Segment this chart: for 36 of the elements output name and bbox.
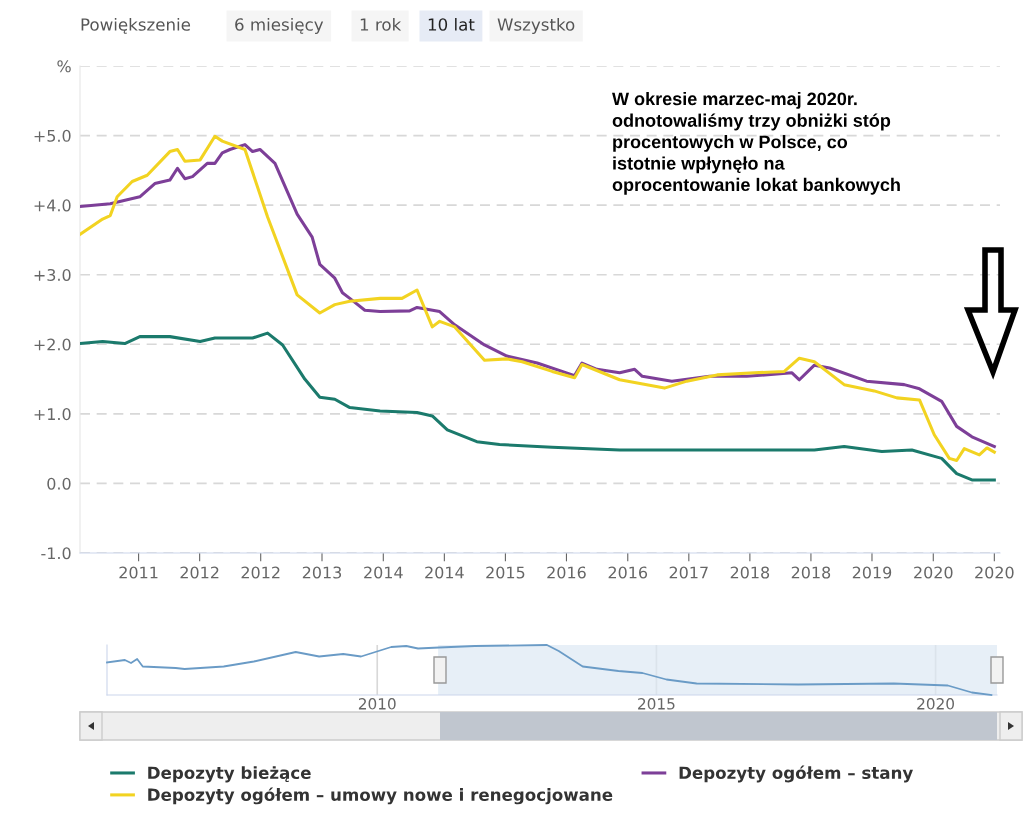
text: 10 lat — [428, 17, 475, 31]
legend-label: Depozyty ogółem – stany — [679, 765, 913, 783]
text: 1 rok — [360, 17, 402, 31]
x-tick-label: 2011 — [119, 566, 158, 579]
x-tick-label: 2015 — [638, 698, 675, 710]
y-tick-label: +1.0 — [34, 408, 71, 421]
x-tick-label: 2015 — [486, 566, 525, 579]
annotation: W okresie marzec-maj 2020r. odnotowaliśmy trzy obniżki stóp procentowych w Polsce, co istotnie wpłynęło na oprocentowanie lokat bankowych — [612, 92, 900, 195]
text: 6 miesięcy — [235, 17, 324, 35]
x-tick-label: 2012 — [180, 566, 219, 579]
x-tick-label: 2020 — [914, 566, 953, 579]
x-tick-label: 2019 — [852, 566, 892, 579]
x-tick-label: 2020 — [917, 698, 955, 710]
legend-label: Depozyty ogółem – umowy nowe i renegocjowane — [148, 787, 613, 805]
x-tick-label: 2014 — [364, 566, 403, 579]
y-tick-label: +5.0 — [34, 129, 71, 142]
x-tick-label: 2013 — [302, 566, 342, 579]
y-tick-label: +2.0 — [34, 338, 71, 351]
x-tick-label: 2012 — [241, 566, 280, 579]
x-tick-label: 2016 — [547, 566, 586, 579]
x-tick-label: 2018 — [730, 566, 770, 579]
x-tick-label: 2020 — [975, 566, 1014, 579]
line-series — [80, 331, 996, 482]
x-tick-label: 2014 — [425, 566, 464, 579]
y-tick-label: +3.0 — [34, 268, 71, 282]
text: Wszystko — [497, 17, 575, 35]
legend-label: Depozyty bieżące — [148, 766, 311, 783]
y-tick-label: 0.0 — [47, 477, 71, 490]
y-tick-label: +4.0 — [34, 199, 71, 212]
x-tick-label: 2017 — [669, 566, 708, 579]
x-tick-label: 2016 — [608, 566, 648, 579]
y-tick-label: -1.0 — [41, 547, 71, 560]
x-tick-label: 2010 — [358, 698, 396, 710]
x-tick-label: 2018 — [791, 566, 831, 579]
text: Powiększenie — [81, 17, 191, 34]
y-tick-label: % — [57, 60, 71, 73]
